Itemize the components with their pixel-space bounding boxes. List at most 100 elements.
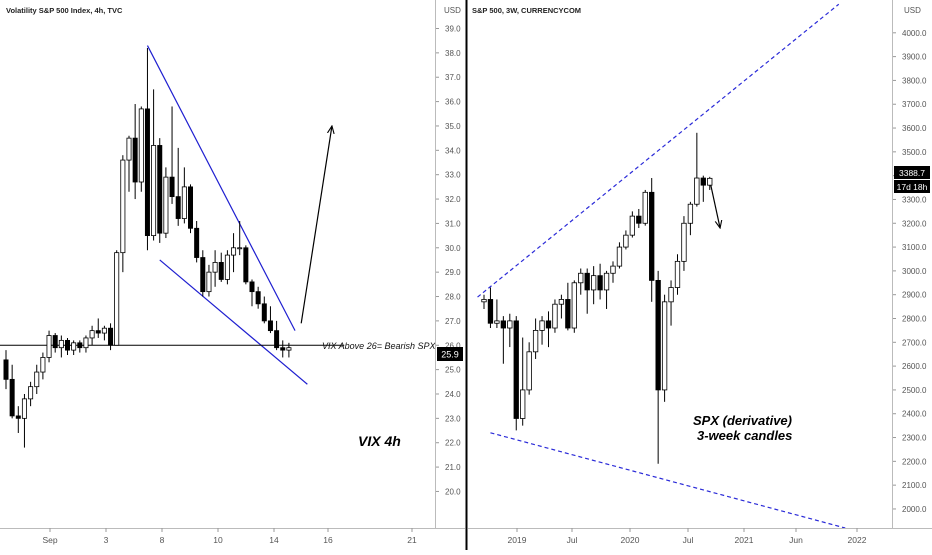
vix-candle-body[interactable] — [224, 254, 230, 280]
vix-candle-body[interactable] — [28, 386, 34, 400]
spx-candle-body[interactable] — [571, 282, 577, 329]
spx-candle-body[interactable] — [500, 320, 507, 329]
vix-candle-body[interactable] — [243, 247, 249, 283]
vix-time-axis[interactable]: Sep 3 8 10 14 16 21 — [42, 528, 417, 545]
vix-candle-body[interactable] — [181, 186, 187, 219]
vix-candle-body[interactable] — [108, 327, 114, 346]
spx-candle-body[interactable] — [603, 272, 610, 291]
spx-time-axis[interactable]: 2019 Jul 2020 Jul 2021 Jun 2022 — [508, 528, 867, 545]
vix-candle-body[interactable] — [95, 330, 101, 334]
vix-candle-body[interactable] — [65, 339, 71, 351]
vix-candle-body[interactable] — [175, 196, 181, 219]
spx-countdown-text: 17d 18h — [897, 182, 928, 192]
spx-candle-body[interactable] — [545, 320, 552, 329]
vix-xtick-label: 8 — [160, 535, 165, 545]
spx-candle-body[interactable] — [481, 299, 487, 303]
spx-candle-body[interactable] — [584, 272, 590, 291]
vix-candle-body[interactable] — [212, 262, 218, 273]
vix-ytick-label: 21.0 — [445, 463, 461, 472]
vix-candle-body[interactable] — [249, 281, 255, 293]
vix-candle-body[interactable] — [261, 303, 267, 322]
vix-candle-body[interactable] — [15, 415, 21, 419]
spx-candle-body[interactable] — [661, 301, 668, 391]
vix-candle-body[interactable] — [9, 378, 15, 417]
spx-candle-body[interactable] — [526, 351, 532, 391]
vix-candle-body[interactable] — [120, 159, 126, 254]
spx-candle-body[interactable] — [552, 303, 558, 329]
spx-candle-body[interactable] — [629, 215, 635, 236]
vix-projection-arrow[interactable] — [300, 126, 332, 324]
spx-candle-body[interactable] — [707, 177, 713, 186]
vix-candle-body[interactable] — [255, 291, 261, 305]
vix-candle-body[interactable] — [237, 247, 243, 250]
vix-candle-body[interactable] — [187, 186, 193, 229]
spx-candle-body[interactable] — [700, 177, 706, 186]
vix-candle-body[interactable] — [157, 145, 163, 234]
spx-candle-body[interactable] — [610, 265, 616, 274]
vix-candle-body[interactable] — [267, 320, 273, 332]
spx-candle-body[interactable] — [578, 272, 584, 284]
spx-price-axis[interactable]: 2000.0 2100.0 2200.0 2300.0 2400.0 2500.0 2600… — [893, 29, 927, 514]
vix-candle-body[interactable] — [21, 398, 27, 419]
spx-candle-body[interactable] — [520, 389, 526, 419]
vix-wedge-lower[interactable] — [159, 259, 308, 385]
spx-candle-body[interactable] — [565, 299, 571, 329]
vix-candle-body[interactable] — [3, 359, 9, 380]
spx-candle-body[interactable] — [636, 215, 642, 224]
vix-candle-body[interactable] — [46, 335, 52, 358]
vix-candle-body[interactable] — [83, 337, 89, 349]
vix-candle-body[interactable] — [40, 357, 46, 373]
spx-candle-body[interactable] — [539, 320, 545, 331]
vix-candle-body[interactable] — [218, 262, 224, 280]
vix-candle-body[interactable] — [206, 271, 212, 293]
spx-candle-body[interactable] — [642, 191, 648, 224]
spx-candle-body[interactable] — [487, 299, 494, 324]
vix-candle-body[interactable] — [58, 339, 64, 349]
vix-xtick-label: 16 — [323, 535, 333, 545]
vix-candle-body[interactable] — [114, 252, 120, 346]
vix-candle-body[interactable] — [89, 330, 95, 339]
spx-candle-body[interactable] — [591, 275, 597, 291]
spx-candle-body[interactable] — [649, 191, 655, 281]
vix-candle-body[interactable] — [286, 347, 292, 351]
spx-candle-body[interactable] — [494, 320, 500, 324]
vix-candle-body[interactable] — [163, 176, 169, 234]
vix-candle-body[interactable] — [126, 137, 132, 161]
vix-candle-body[interactable] — [151, 145, 157, 237]
vix-candle-body[interactable] — [132, 137, 138, 183]
vix-candle-body[interactable] — [144, 108, 150, 237]
vix-candle-body[interactable] — [169, 176, 175, 198]
spx-candle-body[interactable] — [623, 234, 629, 248]
vix-wedge-upper[interactable] — [146, 45, 296, 331]
vix-candle-body[interactable] — [71, 342, 77, 351]
spx-candle-body[interactable] — [532, 329, 539, 353]
spx-candle-body[interactable] — [507, 320, 513, 329]
spx-candle-body[interactable] — [681, 222, 687, 262]
spx-candle-body[interactable] — [616, 246, 623, 267]
spx-candle-body[interactable] — [655, 280, 661, 391]
spx-projection-arrow[interactable] — [709, 180, 720, 228]
spx-candle-body[interactable] — [694, 177, 700, 205]
vix-candle-body[interactable] — [274, 330, 280, 349]
spx-channel-upper[interactable] — [477, 3, 840, 298]
spx-candle-body[interactable] — [513, 320, 519, 419]
vix-candle-body[interactable] — [280, 347, 286, 351]
spx-channel-lower[interactable] — [490, 432, 846, 528]
spx-candle-body[interactable] — [668, 287, 674, 303]
vix-candle-body[interactable] — [34, 371, 40, 388]
spx-candle-body[interactable] — [687, 203, 694, 224]
vix-candle-body[interactable] — [101, 327, 107, 334]
vix-ytick-label: 23.0 — [445, 414, 461, 423]
vix-price-axis[interactable]: 20.0 21.0 22.0 23.0 24.0 25.0 26.0 27.0 28.0 29.0… — [436, 24, 461, 496]
vix-candle-body[interactable] — [194, 227, 200, 258]
vix-candle-body[interactable] — [231, 247, 237, 256]
vix-candle-body[interactable] — [77, 342, 83, 349]
spx-ytick-label: 2500.0 — [902, 386, 927, 395]
spx-candle-body[interactable] — [597, 275, 603, 291]
spx-candle-body[interactable] — [558, 299, 565, 305]
vix-candle-body[interactable] — [200, 257, 206, 293]
vix-candle-body[interactable] — [138, 108, 144, 183]
vix-candle-body[interactable] — [52, 335, 58, 349]
spx-candle-body[interactable] — [674, 260, 681, 288]
